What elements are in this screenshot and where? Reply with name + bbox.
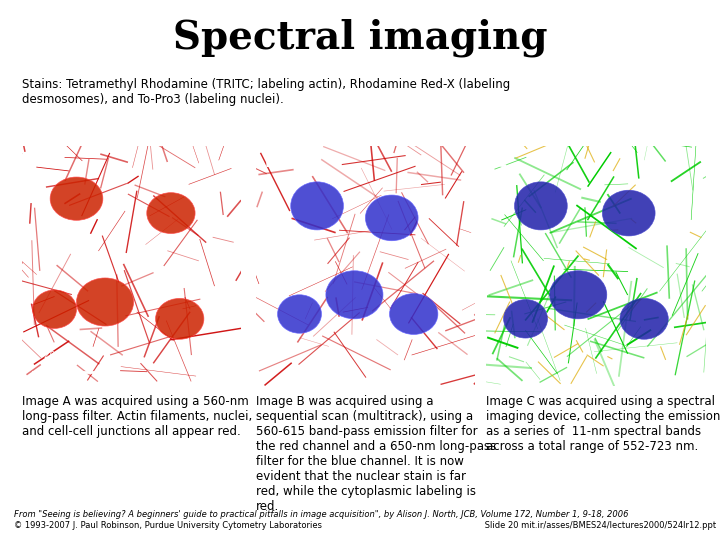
Text: Stains: Tetramethyl Rhodamine (TRITC; labeling actin), Rhodamine Red-X (labeling: Stains: Tetramethyl Rhodamine (TRITC; la… <box>22 78 510 106</box>
Text: Image C was acquired using a spectral
imaging device, collecting the emission
as: Image C was acquired using a spectral im… <box>486 395 720 453</box>
Text: Image A was acquired using a 560-nm
long-pass filter. Actin filaments, nuclei,
a: Image A was acquired using a 560-nm long… <box>22 395 252 438</box>
Text: © 1993-2007 J. Paul Robinson, Purdue University Cytometry Laboratories          : © 1993-2007 J. Paul Robinson, Purdue Uni… <box>14 521 716 530</box>
Text: From "Seeing is believing? A beginners' guide to practical pitfalls in image acq: From "Seeing is believing? A beginners' … <box>14 510 629 519</box>
Text: Spectral imaging: Spectral imaging <box>173 19 547 57</box>
Text: Image B was acquired using a
sequential scan (multitrack), using a
560-615 band-: Image B was acquired using a sequential … <box>256 395 496 514</box>
